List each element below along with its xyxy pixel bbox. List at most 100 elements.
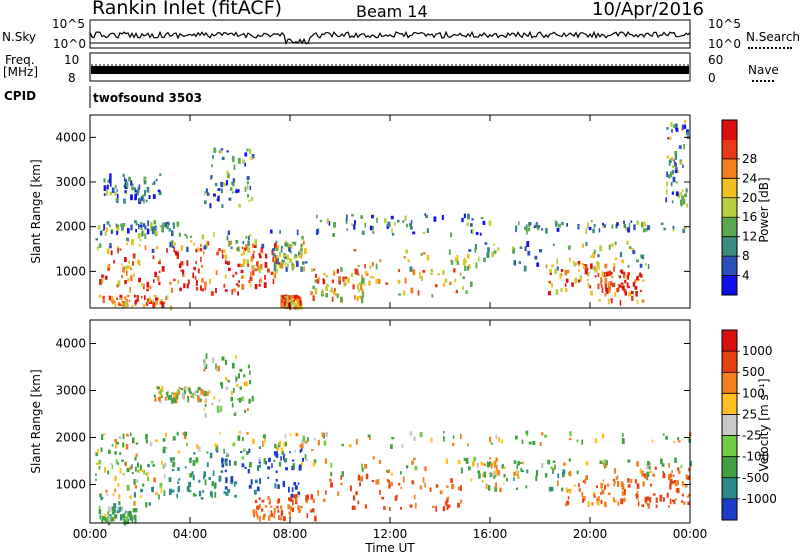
data-pixel — [259, 277, 262, 283]
data-pixel — [96, 246, 99, 251]
data-pixel — [529, 222, 532, 226]
data-pixel — [414, 465, 418, 471]
data-pixel — [291, 262, 294, 267]
colorbar-swatch — [722, 217, 737, 238]
data-pixel — [456, 260, 459, 265]
data-pixel — [585, 475, 588, 480]
data-pixel — [182, 432, 185, 436]
data-pixel — [151, 182, 154, 186]
data-pixel — [520, 467, 523, 472]
data-pixel — [293, 295, 297, 300]
data-pixel — [316, 229, 318, 235]
data-pixel — [686, 131, 690, 136]
data-pixel — [608, 281, 610, 286]
data-pixel — [280, 511, 283, 517]
data-pixel — [409, 266, 413, 272]
data-pixel — [326, 283, 329, 287]
data-pixel — [211, 164, 213, 168]
data-pixel — [435, 484, 439, 488]
data-pixel — [201, 288, 205, 292]
data-pixel — [354, 268, 358, 275]
data-pixel — [145, 472, 148, 476]
data-pixel — [533, 225, 536, 229]
data-pixel — [556, 227, 560, 232]
data-pixel — [273, 266, 276, 272]
data-pixel — [143, 176, 146, 183]
data-pixel — [614, 292, 617, 297]
data-pixel — [292, 302, 295, 307]
data-pixel — [211, 481, 215, 487]
data-pixel — [426, 228, 429, 233]
data-pixel — [102, 228, 105, 232]
data-pixel — [285, 467, 288, 471]
data-pixel — [539, 442, 542, 446]
data-pixel — [387, 480, 390, 483]
data-pixel — [386, 478, 390, 481]
data-pixel — [411, 480, 415, 485]
data-pixel — [405, 249, 409, 254]
data-pixel — [284, 459, 287, 463]
data-pixel — [246, 181, 249, 185]
data-pixel — [157, 386, 160, 390]
data-pixel — [417, 290, 420, 296]
freq-tick-top: 10 — [64, 53, 80, 67]
data-pixel — [248, 398, 251, 404]
data-pixel — [545, 264, 548, 269]
data-pixel — [611, 275, 614, 279]
data-pixel — [217, 188, 221, 191]
data-pixel — [146, 471, 149, 477]
colorbar-swatch — [722, 393, 737, 415]
data-pixel — [362, 292, 365, 298]
data-pixel — [640, 274, 643, 278]
data-pixel — [163, 473, 166, 478]
data-pixel — [166, 248, 168, 253]
data-pixel — [333, 222, 336, 228]
data-pixel — [316, 214, 318, 219]
data-pixel — [275, 478, 278, 482]
data-pixel — [254, 239, 257, 245]
data-pixel — [273, 459, 276, 462]
colorbar-swatch — [722, 236, 737, 257]
data-pixel — [674, 151, 678, 154]
data-pixel — [300, 243, 303, 248]
data-pixel — [274, 483, 277, 489]
data-pixel — [619, 269, 623, 273]
data-pixel — [116, 193, 119, 199]
data-pixel — [562, 472, 565, 478]
data-pixel — [520, 470, 524, 473]
data-pixel — [608, 270, 612, 277]
data-pixel — [455, 290, 458, 294]
data-pixel — [358, 295, 361, 299]
data-pixel — [666, 181, 668, 187]
data-pixel — [206, 192, 210, 196]
data-pixel — [596, 497, 599, 504]
data-pixel — [460, 467, 463, 474]
data-pixel — [158, 281, 161, 286]
data-pixel — [171, 240, 174, 243]
colorbar-tick-label: 500 — [742, 365, 765, 379]
data-pixel — [174, 250, 177, 256]
data-pixel — [310, 494, 313, 500]
data-pixel — [346, 214, 348, 221]
data-pixel — [211, 403, 214, 406]
data-pixel — [216, 251, 219, 256]
data-pixel — [325, 286, 329, 291]
data-pixel — [204, 200, 207, 205]
data-pixel — [564, 269, 568, 276]
data-pixel — [149, 442, 153, 447]
data-pixel — [492, 471, 495, 477]
data-pixel — [686, 129, 689, 134]
data-pixel — [402, 220, 405, 223]
data-pixel — [297, 491, 301, 495]
data-pixel — [330, 287, 334, 292]
data-pixel — [317, 277, 320, 280]
data-pixel — [603, 224, 606, 228]
data-pixel — [454, 257, 457, 262]
data-pixel — [114, 439, 118, 443]
data-pixel — [636, 220, 640, 225]
data-pixel — [214, 182, 218, 187]
data-pixel — [620, 498, 624, 505]
data-pixel — [288, 302, 291, 309]
data-pixel — [246, 259, 250, 264]
data-pixel — [304, 459, 308, 462]
